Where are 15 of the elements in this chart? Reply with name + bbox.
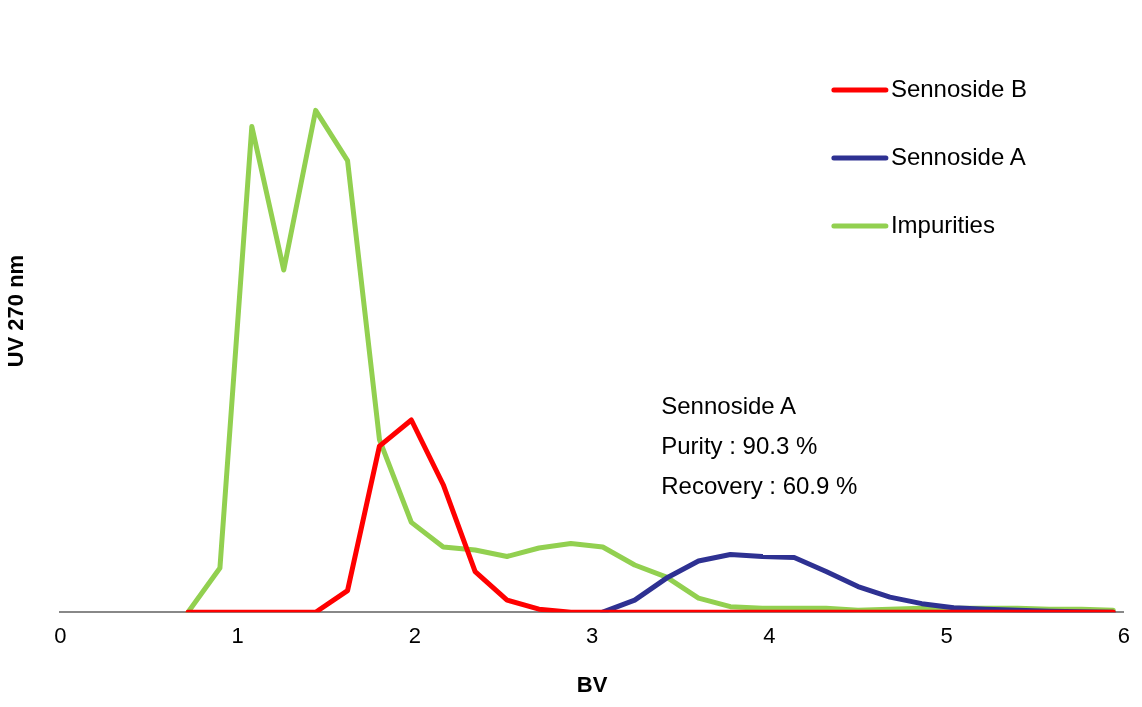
legend-label: Sennoside A [890,142,1026,170]
x-axis-title: BV [576,671,608,697]
x-tick-label: 4 [763,623,776,649]
x-tick-label: 2 [408,623,422,649]
annotation: Recovery : 60.9 % [661,471,858,499]
legend-label: Impurities [890,210,995,238]
annotation: Purity : 90.3 % [661,431,818,459]
legend-label: Sennoside B [890,74,1027,102]
x-tick-label: 5 [940,623,953,649]
annotation: Sennoside A [661,391,797,419]
x-tick-label: 6 [1117,623,1131,649]
x-tick-label: 1 [231,623,244,649]
x-tick-label: 0 [54,623,67,649]
x-tick-label: 3 [586,623,599,649]
y-axis-title: UV 270 nm [3,254,29,368]
